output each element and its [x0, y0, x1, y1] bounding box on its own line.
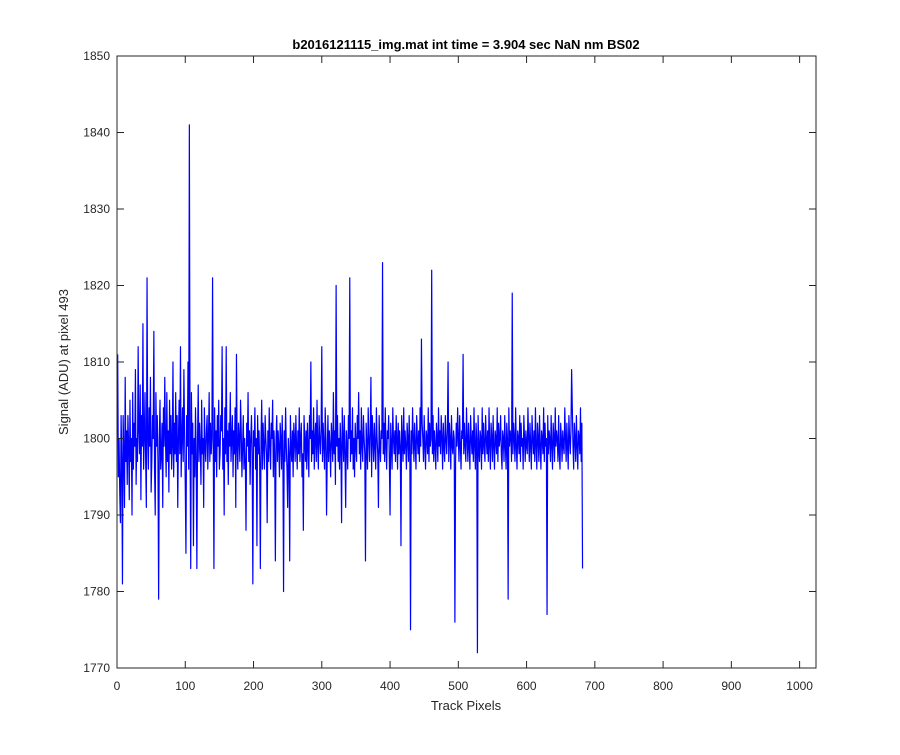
axes-layer: 0 100 200 300 400 500 600 700 800 900 1000 1770 1780…: [83, 49, 817, 693]
x-tick-label: 400: [380, 679, 400, 693]
y-tick-label: 1790: [83, 508, 110, 522]
x-tick-label: 700: [585, 679, 605, 693]
x-tick-label: 100: [175, 679, 195, 693]
chart-title: b2016121115_img.mat int time = 3.904 sec…: [292, 37, 639, 52]
y-tick-label: 1830: [83, 202, 110, 216]
x-tick-label: 300: [312, 679, 332, 693]
x-tick-label: 800: [653, 679, 673, 693]
x-tick-label: 0: [114, 679, 121, 693]
y-axis-label: Signal (ADU) at pixel 493: [56, 289, 71, 435]
y-tick-label: 1780: [83, 585, 110, 599]
x-tick-label: 600: [517, 679, 537, 693]
x-tick-label: 500: [448, 679, 468, 693]
y-tick-label: 1770: [83, 661, 110, 675]
y-tick-label: 1840: [83, 126, 110, 140]
x-tick-label: 200: [244, 679, 264, 693]
x-axis-label: Track Pixels: [431, 698, 502, 713]
y-tick-label: 1820: [83, 279, 110, 293]
x-tick-label: 1000: [786, 679, 813, 693]
plot-area: [117, 56, 816, 668]
series-layer: [117, 124, 584, 654]
x-tick-label: 900: [721, 679, 741, 693]
y-tick-label: 1800: [83, 432, 110, 446]
y-tick-label: 1850: [83, 49, 110, 63]
series-line-1: [117, 124, 584, 654]
y-tick-label: 1810: [83, 355, 110, 369]
